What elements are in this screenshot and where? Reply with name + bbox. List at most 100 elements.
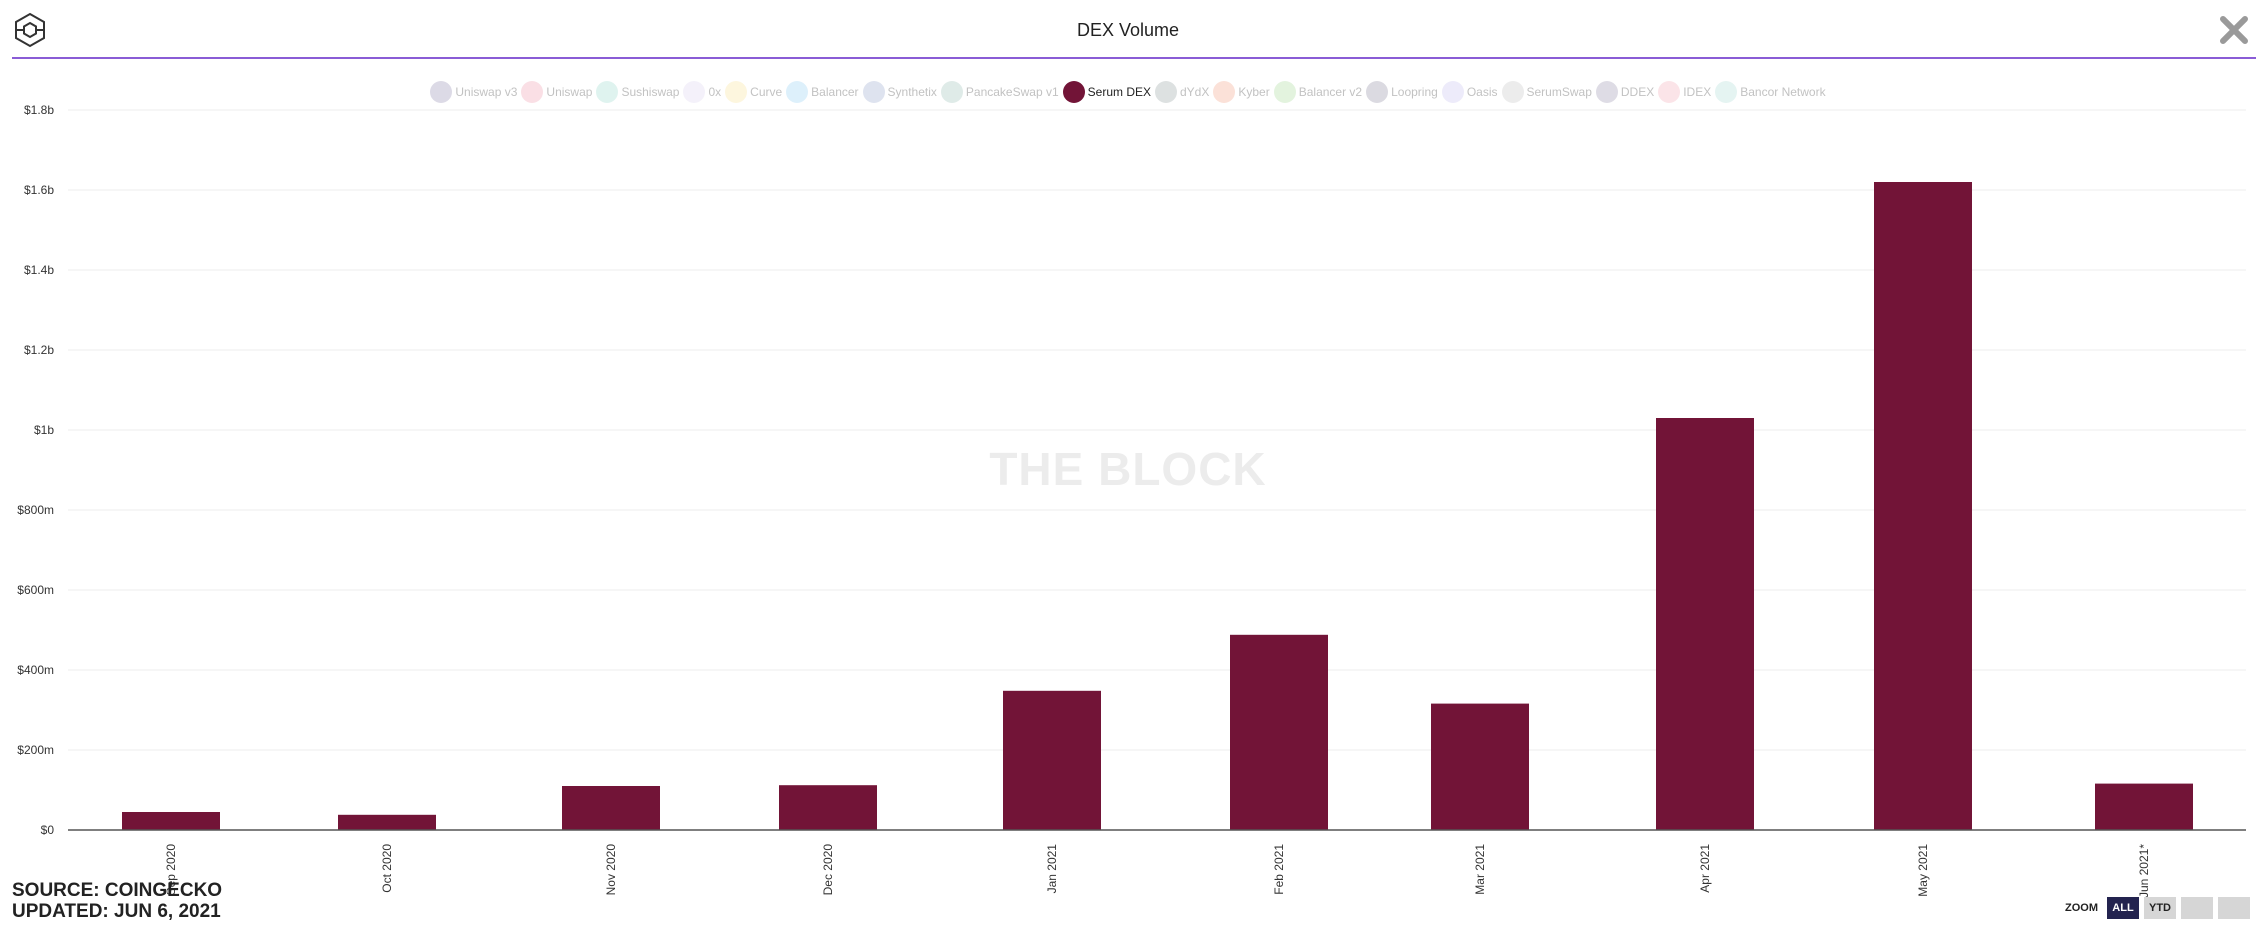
legend-item-kyber[interactable]: Kyber xyxy=(1213,81,1270,103)
legend-marker-icon xyxy=(1595,81,1618,103)
legend-label: Uniswap v3 xyxy=(455,85,518,99)
zoom-button-extra-2[interactable] xyxy=(2181,897,2213,919)
close-icon[interactable] xyxy=(2216,12,2252,48)
y-tick-label: $200m xyxy=(17,743,54,757)
y-tick-label: $600m xyxy=(17,583,54,597)
zoom-button-all[interactable]: ALL xyxy=(2107,897,2139,919)
legend-marker-icon xyxy=(862,81,885,103)
bar-1[interactable] xyxy=(338,814,436,830)
legend-item-loopring[interactable]: Loopring xyxy=(1366,81,1438,103)
x-tick-label: May 2021 xyxy=(1916,844,1930,897)
bar-4[interactable] xyxy=(1003,690,1101,830)
x-tick-label: Jan 2021 xyxy=(1045,844,1059,894)
legend-label: Bancor Network xyxy=(1740,85,1826,99)
bar-9[interactable] xyxy=(2095,783,2193,830)
legend-item-bancor-network[interactable]: Bancor Network xyxy=(1715,81,1826,103)
x-tick-label: Oct 2020 xyxy=(380,844,394,893)
zoom-controls: ZOOM ALL YTD xyxy=(2065,897,2250,919)
x-tick-label: Dec 2020 xyxy=(821,844,835,896)
legend-label: Curve xyxy=(750,85,783,99)
y-tick-label: $1.2b xyxy=(24,343,54,357)
legend-label: DDEX xyxy=(1620,85,1655,99)
legend-item-curve[interactable]: Curve xyxy=(725,81,782,103)
legend-item-idex[interactable]: IDEX xyxy=(1658,81,1711,103)
y-tick-label: $400m xyxy=(17,663,54,677)
legend-label: Kyber xyxy=(1238,85,1270,99)
legend-label: SerumSwap xyxy=(1526,85,1592,99)
legend-item-pancakeswap-v1[interactable]: PancakeSwap v1 xyxy=(940,81,1059,103)
legend-marker-icon xyxy=(725,81,748,103)
legend-label: Oasis xyxy=(1466,85,1498,99)
bar-2[interactable] xyxy=(562,786,660,830)
legend-marker-icon xyxy=(1715,81,1738,103)
legend-item-oasis[interactable]: Oasis xyxy=(1441,81,1498,103)
legend-label: Balancer v2 xyxy=(1298,85,1363,99)
bar-7[interactable] xyxy=(1656,418,1754,830)
legend-marker-icon xyxy=(1155,81,1177,103)
chart-header: DEX Volume xyxy=(0,0,2256,59)
x-tick-label: Feb 2021 xyxy=(1272,844,1286,895)
legend-marker-icon xyxy=(1062,81,1085,103)
chart-legend: Uniswap v3 Uniswap Sushiswap 0x Curve Balance… xyxy=(0,80,2256,104)
legend-label: IDEX xyxy=(1683,85,1712,99)
y-tick-label: $1.4b xyxy=(24,263,54,277)
y-tick-label: $0 xyxy=(41,823,55,837)
legend-label: Sushiswap xyxy=(621,85,680,99)
bar-3[interactable] xyxy=(779,785,877,830)
source-note: SOURCE: COINGECKO UPDATED: JUN 6, 2021 xyxy=(12,880,222,922)
legend-label: PancakeSwap v1 xyxy=(965,85,1059,99)
legend-item-serumswap[interactable]: SerumSwap xyxy=(1501,81,1592,103)
legend-marker-icon xyxy=(1658,81,1681,103)
legend-item-sushiswap[interactable]: Sushiswap xyxy=(596,81,679,103)
bar-chart: $0 $200m $400m $600m $800m $1b $1.2b $1.4b $1.6b… xyxy=(17,103,2246,898)
x-tick-label: Apr 2021 xyxy=(1698,844,1712,893)
legend-marker-icon xyxy=(1441,81,1464,103)
bar-6[interactable] xyxy=(1431,703,1529,830)
legend-item-dydx[interactable]: dYdX xyxy=(1155,81,1209,103)
legend-marker-icon xyxy=(1366,81,1389,103)
legend-label: 0x xyxy=(708,85,722,99)
chart-title: DEX Volume xyxy=(1076,20,1180,40)
legend-item-synthetix[interactable]: Synthetix xyxy=(862,81,937,103)
y-tick-label: $800m xyxy=(17,503,54,517)
legend-marker-icon xyxy=(1213,81,1236,103)
bar-0[interactable] xyxy=(122,812,220,830)
header-divider xyxy=(12,57,2256,59)
zoom-button-ytd[interactable]: YTD xyxy=(2144,897,2176,919)
legend-marker-icon xyxy=(786,81,809,103)
updated-text: UPDATED: JUN 6, 2021 xyxy=(12,901,221,922)
bar-8[interactable] xyxy=(1874,182,1972,830)
legend-marker-icon xyxy=(596,81,619,103)
x-tick-label: Sep 2020 xyxy=(164,844,178,896)
legend-item-ddex[interactable]: DDEX xyxy=(1595,81,1655,103)
legend-item-serum-dex[interactable]: Serum DEX xyxy=(1062,81,1151,103)
legend-label: Balancer xyxy=(811,85,859,99)
zoom-button-extra-3[interactable] xyxy=(2218,897,2250,919)
legend-marker-icon xyxy=(940,81,963,103)
legend-marker-icon xyxy=(683,81,706,103)
x-tick-label: Jun 2021* xyxy=(2137,844,2151,898)
legend-label: Loopring xyxy=(1391,85,1438,99)
y-tick-label: $1.8b xyxy=(24,103,54,117)
legend-label: Serum DEX xyxy=(1087,85,1151,99)
legend-label: Uniswap xyxy=(546,85,593,99)
y-tick-label: $1.6b xyxy=(24,183,54,197)
legend-item-uniswap[interactable]: Uniswap xyxy=(521,81,592,103)
cube-logo-icon[interactable] xyxy=(12,12,48,48)
legend-item-balancer-v2[interactable]: Balancer v2 xyxy=(1273,81,1363,103)
source-text: SOURCE: COINGECKO xyxy=(12,880,223,901)
watermark-text: THE BLOCK xyxy=(989,443,1267,495)
legend-marker-icon xyxy=(1273,81,1296,103)
legend-label: dYdX xyxy=(1180,85,1210,99)
legend-item-balancer[interactable]: Balancer xyxy=(786,81,859,103)
legend-item-0x[interactable]: 0x xyxy=(683,81,721,103)
legend-marker-icon xyxy=(1501,81,1524,103)
legend-marker-icon xyxy=(521,81,544,103)
y-tick-label: $1b xyxy=(34,423,54,437)
legend-label: Synthetix xyxy=(887,85,937,99)
bar-5[interactable] xyxy=(1230,634,1328,830)
legend-item-uniswap-v3[interactable]: Uniswap v3 xyxy=(430,81,517,103)
x-tick-label: Mar 2021 xyxy=(1473,844,1487,895)
zoom-label: ZOOM xyxy=(2065,902,2098,914)
x-tick-label: Nov 2020 xyxy=(604,844,618,896)
